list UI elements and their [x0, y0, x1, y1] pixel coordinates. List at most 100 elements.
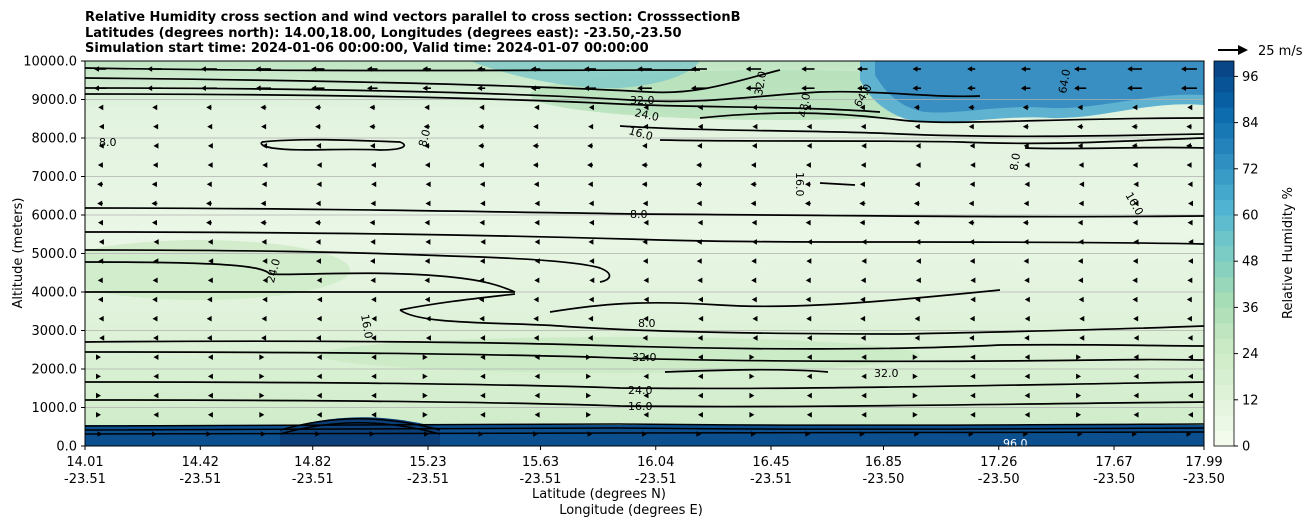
wind-vector-head — [480, 354, 486, 360]
wind-vector-head — [424, 277, 430, 284]
wind-vector-head — [749, 392, 755, 399]
colorbar-band — [1214, 384, 1234, 401]
wind-vector-head — [915, 143, 921, 149]
x-axis-label-latitude: Latitude (degrees N) — [532, 487, 666, 502]
wind-vector-head — [587, 181, 593, 188]
wind-vector-head — [96, 392, 101, 399]
wind-vector-head — [315, 258, 321, 264]
wind-vector-head — [857, 85, 863, 92]
wind-vector-head — [533, 335, 539, 341]
wind-vector-head — [424, 296, 430, 303]
colorbar-tick-label: 0 — [1242, 440, 1250, 455]
wind-vector-head — [316, 411, 322, 418]
wind-vector-head — [859, 104, 865, 111]
wind-vector-head — [589, 258, 595, 264]
colorbar-band — [1214, 292, 1234, 308]
wind-vector-head — [642, 258, 648, 264]
wind-vector-head — [97, 277, 103, 284]
wind-vector-head — [207, 411, 213, 418]
contour-label: 96.0 — [1003, 437, 1028, 450]
x-tick-label-lon: -23.51 — [750, 472, 792, 487]
wind-vector-head — [1132, 431, 1138, 437]
wind-vector-head — [1024, 181, 1030, 188]
wind-vector-head — [480, 239, 486, 245]
wind-vector-head — [1186, 315, 1192, 322]
wind-vector-head — [968, 200, 974, 207]
colorbar-frame — [1213, 60, 1235, 447]
contour-line — [85, 340, 1204, 350]
wind-vector-head — [532, 162, 538, 168]
colorbar-band — [1214, 184, 1234, 201]
wind-vector-head — [1024, 335, 1030, 341]
wind-vector-head — [805, 277, 811, 284]
x-tick-label-lon: -23.50 — [1093, 472, 1135, 487]
contour-label: 8.0 — [99, 136, 117, 149]
wind-vector-head — [98, 239, 104, 245]
wind-vector-head — [588, 200, 594, 207]
y-tick-label: 3000.0 — [32, 324, 78, 339]
colorbar-band — [1214, 307, 1234, 324]
wind-vector-head — [1024, 354, 1030, 360]
wind-vector-head — [642, 335, 648, 341]
wind-vector-head — [1187, 181, 1193, 188]
wind-vector-head — [586, 354, 592, 360]
wind-vector-head — [152, 104, 158, 111]
wind-vector-head — [643, 315, 649, 322]
wind-vector-head — [751, 258, 757, 264]
colorbar-band — [1214, 245, 1234, 262]
x-tick-label-lat: 17.99 — [1185, 455, 1222, 470]
wind-vector-head — [643, 219, 649, 226]
wind-vector-head — [260, 431, 266, 437]
wind-vector-head — [152, 315, 158, 322]
wind-vector-head — [861, 354, 867, 360]
wind-vector-head — [314, 104, 320, 111]
wind-vector-head — [206, 219, 212, 226]
wind-vector-head — [970, 162, 976, 168]
wind-vector-head — [1024, 392, 1030, 399]
contour-line — [85, 261, 516, 293]
wind-vector-head — [805, 162, 811, 168]
wind-vector-head — [1023, 239, 1029, 245]
wind-vector-head — [207, 143, 213, 149]
wind-vector-head — [637, 85, 643, 92]
y-tick-label: 1000.0 — [32, 401, 78, 416]
colorbar-band — [1214, 353, 1234, 370]
wind-vector-head — [805, 219, 811, 226]
wind-vector-head — [424, 143, 430, 149]
wind-vector-head — [534, 392, 540, 399]
contour-line — [1024, 146, 1204, 150]
contour-line — [659, 137, 1204, 145]
wind-vector-head — [206, 181, 212, 188]
x-tick-label-lat: 17.67 — [1095, 455, 1132, 470]
wind-vector-head — [153, 373, 159, 380]
wind-vector-head — [969, 181, 975, 188]
wind-vector-head — [153, 411, 159, 418]
wind-vector-head — [262, 143, 268, 149]
wind-vector-head — [1077, 143, 1083, 149]
surface-contours — [85, 418, 1204, 435]
wind-vector-head — [1022, 104, 1028, 111]
contour-line — [85, 427, 1204, 431]
title-line-2: Latitudes (degrees north): 14.00,18.00, … — [85, 26, 682, 41]
wind-vector-head — [641, 181, 647, 188]
wind-vector-head — [1133, 392, 1139, 399]
colorbar-tick-label: 24 — [1242, 347, 1259, 362]
colorbar-label: Relative Humidity % — [1281, 187, 1296, 319]
wind-vector-head — [584, 66, 590, 72]
wind-vector-head — [643, 411, 649, 418]
quiver-key: 25 m/s — [1218, 44, 1303, 59]
wind-vector-head — [912, 354, 918, 360]
wind-vector-head — [698, 315, 704, 322]
contour-label: 16.0 — [793, 172, 806, 197]
wind-vector-head — [1023, 143, 1029, 149]
wind-vector-head — [1078, 162, 1084, 168]
wind-vector-head — [422, 354, 428, 360]
wind-vector-head — [584, 85, 590, 92]
wind-vector-head — [424, 104, 430, 111]
wind-vector-head — [642, 200, 648, 207]
wind-vector-head — [262, 277, 268, 284]
x-tick-label-lat: 15.63 — [522, 455, 559, 470]
wind-vector-head — [861, 392, 867, 399]
wind-vector-head — [260, 200, 266, 207]
wind-vector-head — [968, 431, 974, 437]
